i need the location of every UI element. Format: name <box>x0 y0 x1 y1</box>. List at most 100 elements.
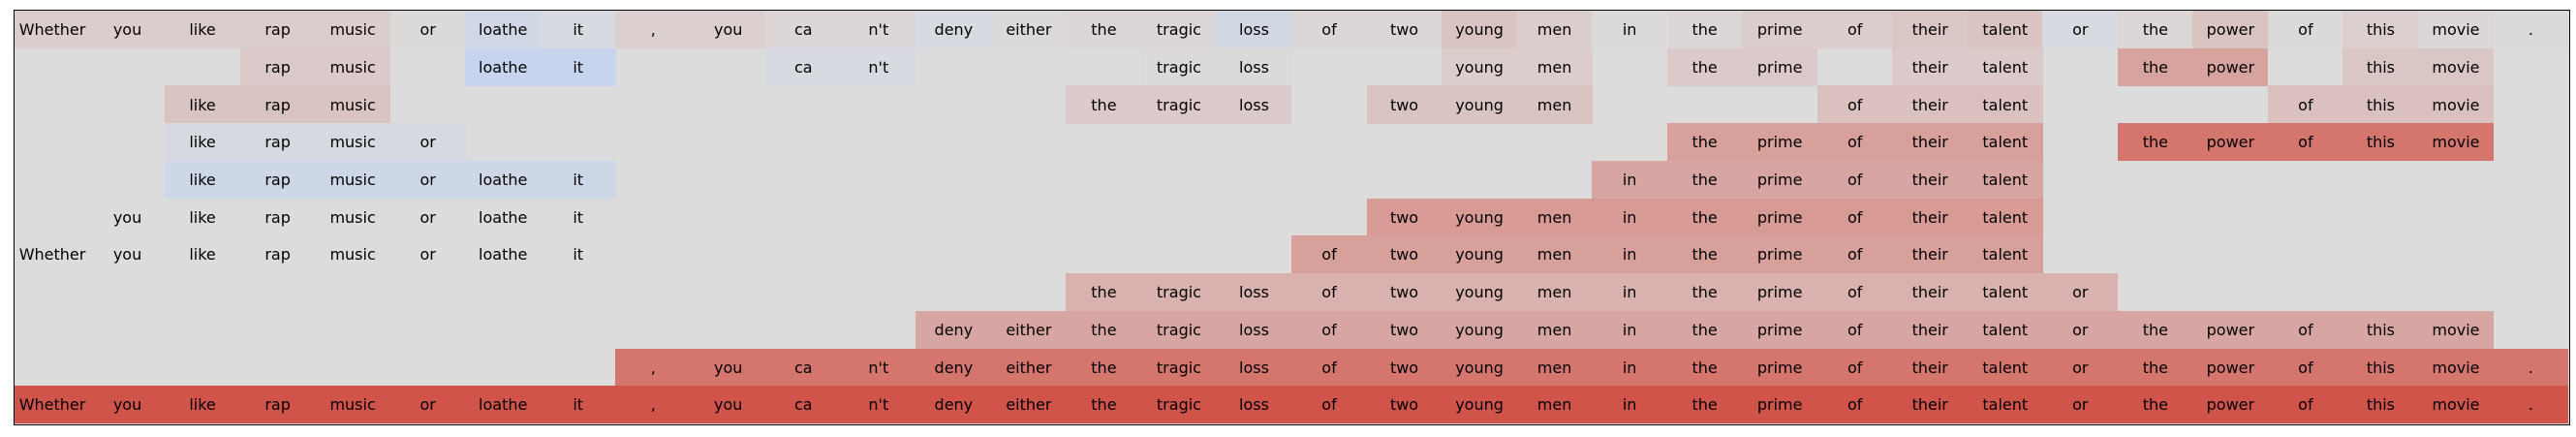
token-cell: or <box>2042 386 2119 424</box>
token-cell: it <box>540 160 616 200</box>
token-cell: of <box>2267 11 2343 49</box>
token-cell: the <box>2117 386 2193 424</box>
token-cell: talent <box>1967 47 2043 86</box>
token-cell: men <box>1516 273 1593 312</box>
token-cell: of <box>1816 198 1893 236</box>
token-cell: young <box>1442 348 1518 387</box>
token-cell: prime <box>1742 273 1818 312</box>
token-cell: or <box>2042 11 2119 49</box>
token-cell: or <box>2042 348 2119 387</box>
token-cell: in <box>1592 235 1668 274</box>
token-cell: talent <box>1967 198 2043 236</box>
token-cell: two <box>1366 310 1443 350</box>
token-cell: music <box>315 198 391 236</box>
token-cell: the <box>1066 11 1142 49</box>
token-cell: power <box>2192 11 2269 49</box>
token-cell: two <box>1366 198 1443 236</box>
token-cell: of <box>1291 310 1368 350</box>
token-cell: talent <box>1967 348 2043 387</box>
token-cell: either <box>990 348 1067 387</box>
token-cell: , <box>615 386 692 424</box>
token-cell: or <box>2042 310 2119 350</box>
token-cell: movie <box>2417 123 2494 162</box>
token-cell: like <box>165 160 241 200</box>
token-cell: their <box>1892 85 1969 124</box>
token-cell: in <box>1592 11 1668 49</box>
token-cell: the <box>1666 160 1743 200</box>
token-cell: you <box>89 11 166 49</box>
token-cell: of <box>1816 348 1893 387</box>
token-cell: deny <box>916 310 992 350</box>
attribution-heatmap: Whether you like rap music or loathe it, you ca n'… <box>14 10 2570 425</box>
token-cell: deny <box>916 386 992 424</box>
token-cell: music <box>315 160 391 200</box>
token-cell: loss <box>1216 85 1292 124</box>
token-cell: this <box>2343 11 2419 49</box>
token-cell: rap <box>239 235 316 274</box>
token-cell: of <box>1816 85 1893 124</box>
token-cell: talent <box>1967 273 2043 312</box>
token-cell: of <box>1291 386 1368 424</box>
token-cell: the <box>1666 273 1743 312</box>
token-cell: their <box>1892 348 1969 387</box>
token-cell: it <box>540 235 616 274</box>
token-cell: their <box>1892 11 1969 49</box>
token-cell: it <box>540 11 616 49</box>
token-cell: the <box>1666 348 1743 387</box>
token-cell: in <box>1592 198 1668 236</box>
token-cell: talent <box>1967 85 2043 124</box>
token-cell: deny <box>916 11 992 49</box>
token-cell: tragic <box>1140 11 1217 49</box>
token-cell: rap <box>239 160 316 200</box>
token-cell: men <box>1516 11 1593 49</box>
token-cell: talent <box>1967 235 2043 274</box>
token-cell: young <box>1442 47 1518 86</box>
token-cell: deny <box>916 348 992 387</box>
token-cell: two <box>1366 273 1443 312</box>
token-cell: or <box>389 160 466 200</box>
token-cell: young <box>1442 273 1518 312</box>
token-cell: either <box>990 386 1067 424</box>
token-cell: young <box>1442 235 1518 274</box>
token-cell: their <box>1892 47 1969 86</box>
token-cell: talent <box>1967 160 2043 200</box>
token-cell: , <box>615 348 692 387</box>
token-cell: loss <box>1216 310 1292 350</box>
token-cell: the <box>2117 47 2193 86</box>
token-cell: loss <box>1216 386 1292 424</box>
token-cell: the <box>1066 386 1142 424</box>
token-cell: or <box>389 11 466 49</box>
token-cell: loss <box>1216 348 1292 387</box>
token-cell: power <box>2192 348 2269 387</box>
token-cell: you <box>89 198 166 236</box>
token-cell: this <box>2343 348 2419 387</box>
token-cell: of <box>1816 273 1893 312</box>
token-cell: prime <box>1742 235 1818 274</box>
token-cell: of <box>1816 235 1893 274</box>
token-cell: tragic <box>1140 310 1217 350</box>
token-cell: music <box>315 85 391 124</box>
token-cell: music <box>315 386 391 424</box>
token-cell: the <box>1066 310 1142 350</box>
token-cell: the <box>1666 198 1743 236</box>
token-cell: you <box>690 11 766 49</box>
token-cell: or <box>389 198 466 236</box>
token-cell: prime <box>1742 198 1818 236</box>
token-cell: loathe <box>465 235 542 274</box>
token-cell: prime <box>1742 348 1818 387</box>
token-cell: rap <box>239 85 316 124</box>
token-cell: loathe <box>465 386 542 424</box>
token-cell: like <box>165 123 241 162</box>
token-cell: . <box>2493 386 2569 424</box>
token-cell: tragic <box>1140 386 1217 424</box>
token-cell: prime <box>1742 11 1818 49</box>
token-cell: of <box>1816 160 1893 200</box>
token-cell: or <box>389 235 466 274</box>
token-cell: loathe <box>465 11 542 49</box>
token-cell: it <box>540 198 616 236</box>
token-cell: their <box>1892 198 1969 236</box>
token-cell: movie <box>2417 85 2494 124</box>
token-cell: two <box>1366 11 1443 49</box>
token-cell: Whether <box>15 11 91 49</box>
token-cell: you <box>690 386 766 424</box>
